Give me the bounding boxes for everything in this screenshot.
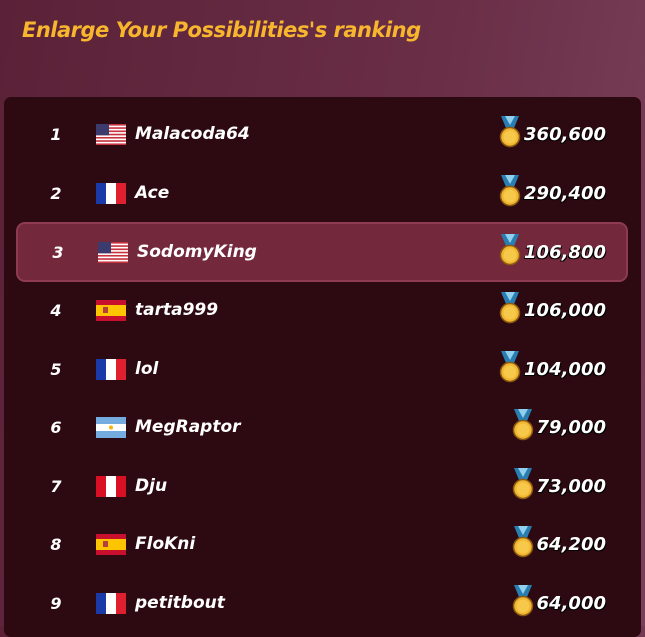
rank: 8 [50,534,62,554]
flag-pe-icon [96,475,126,497]
score-value: 73,000 [536,475,606,497]
score-value: 290,400 [524,182,606,204]
medal-icon [498,233,522,272]
flag-es-icon [96,533,126,555]
medal-icon [511,584,535,623]
player-name[interactable]: SodomyKing [137,242,257,262]
medal-icon [511,467,535,506]
rank: 6 [50,417,62,437]
ranking-row[interactable]: 8 FloKni 64,200 [16,516,626,572]
score: 290,400 [498,174,606,213]
player-name[interactable]: Dju [135,476,168,496]
medal-icon [498,350,522,389]
score: 106,800 [498,233,606,272]
ranking-row[interactable]: 5 lol 104,000 [16,341,626,397]
player-name[interactable]: lol [135,359,159,379]
score-value: 64,200 [536,533,606,555]
rank: 3 [52,242,64,262]
score: 104,000 [498,350,606,389]
player-name[interactable]: FloKni [135,534,196,554]
ranking-row[interactable]: 2 Ace 290,400 [16,165,626,221]
player-name[interactable]: MegRaptor [135,417,241,437]
score: 64,000 [511,584,606,623]
score-value: 104,000 [524,358,606,380]
ranking-row[interactable]: 4 tarta999 106,000 [16,282,626,338]
player-name[interactable]: Ace [135,183,170,203]
rank: 2 [50,183,62,203]
score: 360,600 [498,115,606,154]
ranking-row[interactable]: 9 petitbout 64,000 [16,575,626,631]
score-value: 106,800 [524,241,606,263]
flag-us-icon [98,241,128,263]
medal-icon [498,115,522,154]
score: 106,000 [498,291,606,330]
medal-icon [511,408,535,447]
rank: 5 [50,359,62,379]
ranking-row[interactable]: 3 SodomyKing 106,800 [16,222,628,282]
player-name[interactable]: tarta999 [135,300,219,320]
flag-fr-icon [96,358,126,380]
rank: 7 [50,476,62,496]
flag-es-icon [96,299,126,321]
medal-icon [498,174,522,213]
score-value: 360,600 [524,123,606,145]
flag-ar-icon [96,416,126,438]
score: 64,200 [511,525,606,564]
flag-fr-icon [96,592,126,614]
ranking-row[interactable]: 1 Malacoda64 360,600 [16,106,626,162]
score-value: 64,000 [536,592,606,614]
score: 73,000 [511,467,606,506]
page-title: Enlarge Your Possibilities's ranking [22,18,421,42]
score: 79,000 [511,408,606,447]
ranking-row[interactable]: 6 MegRaptor 79,000 [16,399,626,455]
rank: 9 [50,593,62,613]
rank: 4 [50,300,62,320]
score-value: 106,000 [524,299,606,321]
player-name[interactable]: Malacoda64 [135,124,250,144]
rank: 1 [50,124,62,144]
score-value: 79,000 [536,416,606,438]
player-name[interactable]: petitbout [135,593,225,613]
ranking-row[interactable]: 7 Dju 73,000 [16,458,626,514]
flag-us-icon [96,123,126,145]
flag-fr-icon [96,182,126,204]
medal-icon [498,291,522,330]
medal-icon [511,525,535,564]
